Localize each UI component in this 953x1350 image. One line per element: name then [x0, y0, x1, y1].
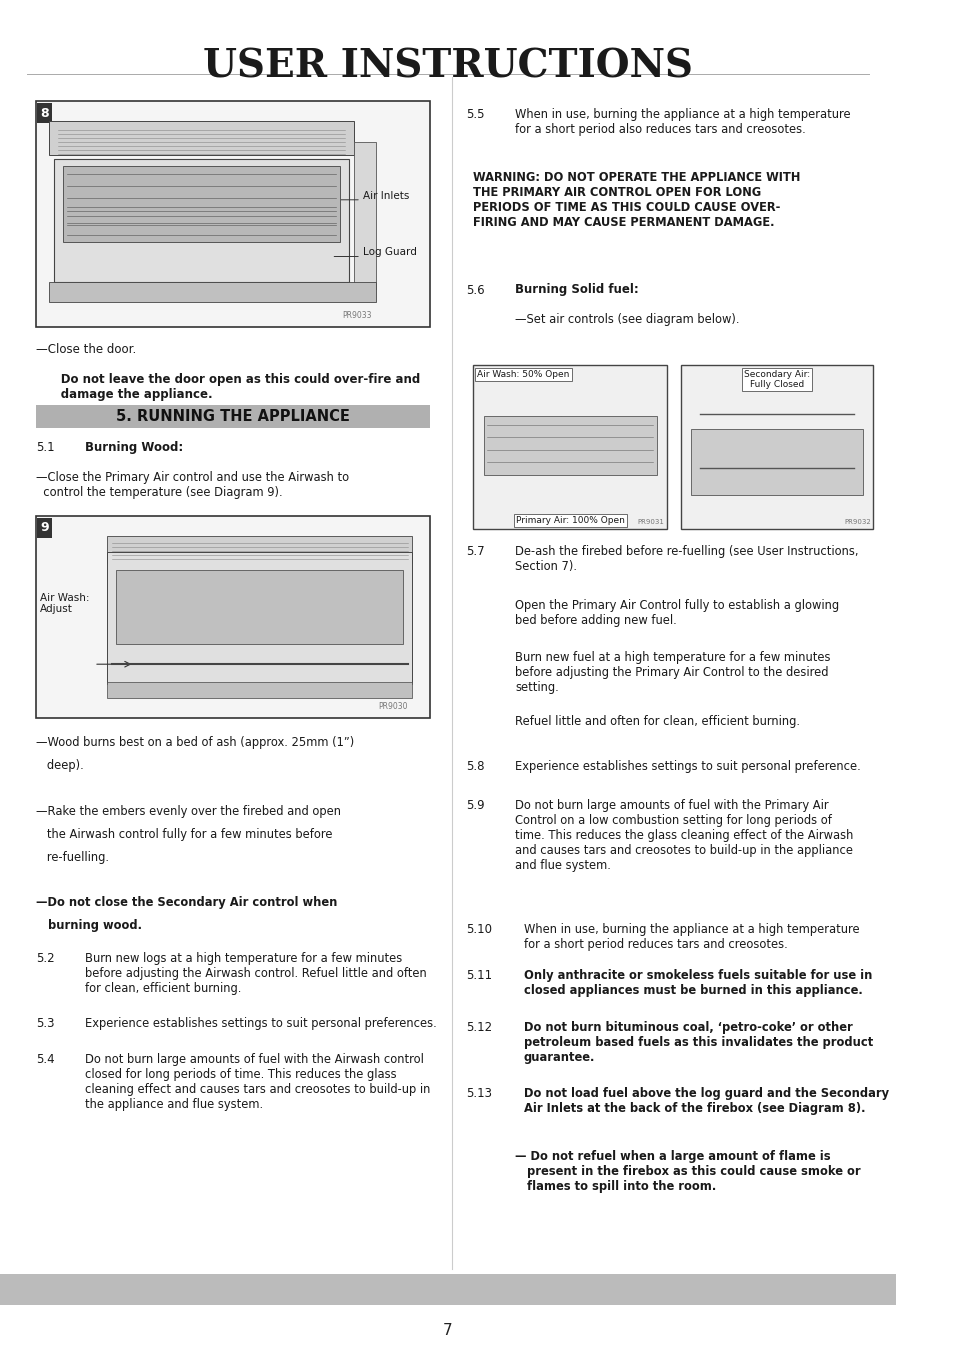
Text: Experience establishes settings to suit personal preference.: Experience establishes settings to suit … [515, 760, 860, 774]
Bar [354, 142, 375, 289]
Text: —Wood burns best on a bed of ash (approx. 25mm (1”): —Wood burns best on a bed of ash (approx… [36, 736, 354, 749]
Text: deep).: deep). [36, 759, 84, 772]
Text: WARNING: DO NOT OPERATE THE APPLIANCE WITH
THE PRIMARY AIR CONTROL OPEN FOR LONG: WARNING: DO NOT OPERATE THE APPLIANCE WI… [473, 171, 800, 230]
Text: —Rake the embers evenly over the firebed and open: —Rake the embers evenly over the firebed… [36, 805, 340, 818]
Text: Secondary Air:
Fully Closed: Secondary Air: Fully Closed [743, 370, 809, 389]
Text: Air Inlets: Air Inlets [362, 190, 409, 201]
Text: 8: 8 [40, 107, 49, 120]
Text: 5.5: 5.5 [465, 108, 484, 122]
Text: Primary Air: 100% Open: Primary Air: 100% Open [516, 516, 624, 525]
Text: 5.8: 5.8 [465, 760, 484, 774]
Text: Do not burn bituminous coal, ‘petro-coke’ or other
petroleum based fuels as this: Do not burn bituminous coal, ‘petro-coke… [523, 1021, 872, 1064]
Bar [108, 536, 412, 563]
Text: 5.6: 5.6 [465, 284, 484, 297]
Bar [473, 364, 666, 529]
Text: Burn new logs at a high temperature for a few minutes
before adjusting the Airwa: Burn new logs at a high temperature for … [85, 952, 426, 995]
Text: Burning Solid fuel:: Burning Solid fuel: [515, 284, 639, 297]
Bar [108, 552, 412, 684]
Text: Do not burn large amounts of fuel with the Primary Air
Control on a low combusti: Do not burn large amounts of fuel with t… [515, 799, 853, 872]
Text: 5.12: 5.12 [465, 1021, 492, 1034]
Text: PR9032: PR9032 [843, 520, 870, 525]
Text: Air Wash:
Adjust: Air Wash: Adjust [40, 593, 90, 614]
Bar [63, 166, 340, 242]
Text: PR9033: PR9033 [342, 310, 372, 320]
Bar [36, 516, 430, 718]
Text: Do not burn large amounts of fuel with the Airwash control
closed for long perio: Do not burn large amounts of fuel with t… [85, 1053, 430, 1111]
Text: When in use, burning the appliance at a high temperature
for a short period redu: When in use, burning the appliance at a … [523, 923, 859, 952]
Text: PR9030: PR9030 [377, 702, 407, 711]
Bar [53, 159, 349, 282]
Text: Burning Wood:: Burning Wood: [85, 441, 183, 455]
Bar [36, 405, 430, 428]
Text: —Close the door.: —Close the door. [36, 343, 136, 356]
Text: 5.1: 5.1 [36, 441, 54, 455]
Text: 5.7: 5.7 [465, 545, 484, 559]
Bar [691, 429, 862, 495]
Text: — Do not refuel when a large amount of flame is
   present in the firebox as thi: — Do not refuel when a large amount of f… [515, 1150, 860, 1193]
Bar [50, 282, 375, 302]
Text: the Airwash control fully for a few minutes before: the Airwash control fully for a few minu… [36, 828, 332, 841]
Text: 5.11: 5.11 [465, 969, 492, 983]
Text: When in use, burning the appliance at a high temperature
for a short period also: When in use, burning the appliance at a … [515, 108, 850, 136]
Text: 5.3: 5.3 [36, 1017, 54, 1030]
Text: 7: 7 [442, 1323, 452, 1338]
Text: Air Wash: 50% Open: Air Wash: 50% Open [476, 370, 569, 379]
Text: Burn new fuel at a high temperature for a few minutes
before adjusting the Prima: Burn new fuel at a high temperature for … [515, 651, 830, 694]
Bar [680, 364, 872, 529]
Text: 5. RUNNING THE APPLIANCE: 5. RUNNING THE APPLIANCE [116, 409, 350, 424]
Bar [116, 570, 403, 644]
Text: Experience establishes settings to suit personal preferences.: Experience establishes settings to suit … [85, 1017, 436, 1030]
Text: —Do not close the Secondary Air control when: —Do not close the Secondary Air control … [36, 896, 336, 910]
Text: USER INSTRUCTIONS: USER INSTRUCTIONS [203, 47, 692, 85]
Bar [36, 101, 430, 327]
Bar [0, 1274, 895, 1305]
Text: Refuel little and often for clean, efficient burning.: Refuel little and often for clean, effic… [515, 716, 800, 729]
Text: Only anthracite or smokeless fuels suitable for use in
closed appliances must be: Only anthracite or smokeless fuels suita… [523, 969, 871, 998]
Bar [50, 122, 354, 155]
Bar [108, 682, 412, 698]
Text: re-fuelling.: re-fuelling. [36, 850, 109, 864]
Text: 9: 9 [40, 521, 49, 535]
Text: 5.4: 5.4 [36, 1053, 54, 1066]
Text: Log Guard: Log Guard [362, 247, 416, 258]
Text: —Set air controls (see diagram below).: —Set air controls (see diagram below). [515, 313, 739, 327]
Text: 5.10: 5.10 [465, 923, 491, 937]
Text: —Close the Primary Air control and use the Airwash to
  control the temperature : —Close the Primary Air control and use t… [36, 471, 349, 500]
Text: Do not load fuel above the log guard and the Secondary
Air Inlets at the back of: Do not load fuel above the log guard and… [523, 1087, 888, 1115]
Text: 5.2: 5.2 [36, 952, 54, 965]
Text: PR9031: PR9031 [637, 520, 664, 525]
Text: Open the Primary Air Control fully to establish a glowing
bed before adding new : Open the Primary Air Control fully to es… [515, 599, 839, 628]
Text: De-ash the firebed before re-fuelling (see User Instructions,
Section 7).: De-ash the firebed before re-fuelling (s… [515, 545, 858, 574]
Text: burning wood.: burning wood. [36, 919, 142, 933]
Text: 5.13: 5.13 [465, 1087, 491, 1100]
Text: Do not leave the door open as this could over-fire and
      damage the applianc: Do not leave the door open as this could… [36, 373, 419, 401]
Bar [483, 416, 656, 475]
Text: 5.9: 5.9 [465, 799, 484, 813]
